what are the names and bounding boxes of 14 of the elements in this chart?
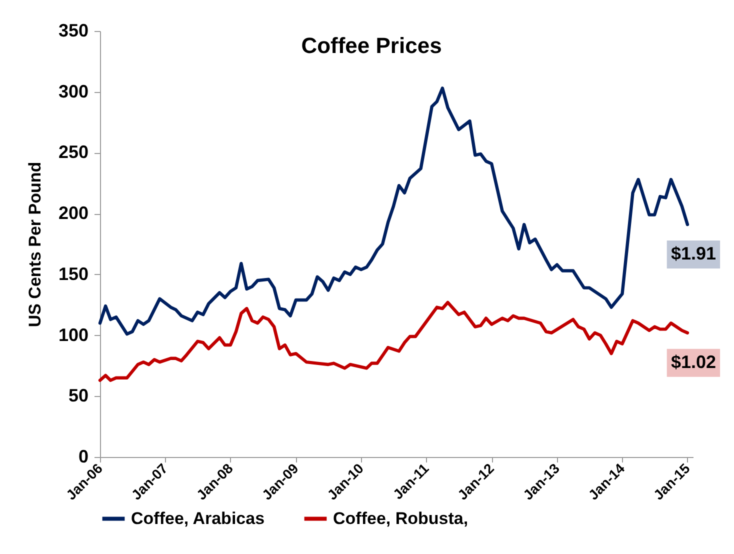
y-tick-label: 200 (58, 203, 88, 224)
y-tick-label: 150 (58, 264, 88, 284)
chart-title: Coffee Prices (301, 33, 442, 58)
y-tick-label: 300 (58, 81, 88, 102)
y-tick-label: 50 (68, 386, 88, 406)
y-tick-label: 0 (78, 446, 88, 466)
annotation: $1.91 (670, 244, 716, 264)
y-tick-label: 100 (58, 324, 88, 345)
legend-label: Coffee, Arabicas (131, 508, 265, 528)
legend-label: Coffee, Robusta, (333, 508, 468, 528)
annotation: $1.02 (670, 352, 716, 372)
y-tick-label: 350 (58, 20, 88, 40)
y-axis-title: US Cents Per Pound (25, 162, 44, 328)
y-tick-label: 250 (58, 142, 88, 162)
